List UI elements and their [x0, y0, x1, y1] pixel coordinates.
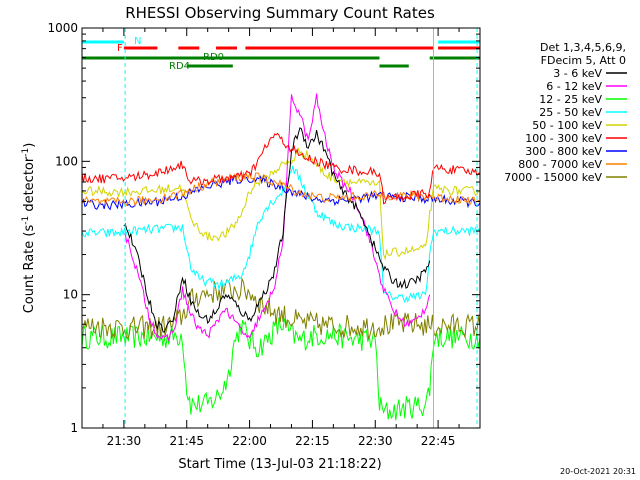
y-tick-label: 1000 [47, 21, 78, 35]
flag-rd4-label: RD4 [169, 61, 190, 72]
x-tick-label: 21:30 [107, 434, 142, 448]
flag-rd0-label: RD0 [203, 52, 224, 63]
ticks-layer: 21:30 21:45 22:00 22:15 22:30 22:45 1 10 100 1000 [47, 21, 481, 448]
x-tick-label: 22:30 [358, 434, 393, 448]
timestamp: 20-Oct-2021 20:31 [560, 467, 636, 476]
y-axis-label-sup: -1 [21, 216, 31, 225]
series-line [81, 147, 481, 261]
legend-label: 6 - 12 keV [546, 80, 602, 93]
x-tick-label: 21:45 [169, 434, 204, 448]
series-layer [81, 93, 481, 421]
flag-f-label: F [117, 43, 123, 54]
series-line [81, 317, 481, 421]
legend-label: 12 - 25 keV [539, 93, 602, 106]
y-axis-label-close: ) [22, 143, 37, 148]
series-line [81, 173, 481, 211]
series-line [81, 276, 481, 340]
y-axis-label: Count Rate (s-1 detector-1) [21, 143, 37, 314]
y-axis-label-main: Count Rate (s [22, 225, 37, 314]
legend-label: 3 - 6 keV [553, 67, 602, 80]
x-tick-label: 22:15 [295, 434, 330, 448]
y-axis-label-tail: detector [22, 156, 37, 216]
vlines-layer [124, 28, 478, 428]
x-tick-label: 22:00 [232, 434, 267, 448]
y-tick-label: 100 [55, 154, 78, 168]
legend-header: FDecim 5, Att 0 [541, 54, 626, 67]
chart-title: RHESSI Observing Summary Count Rates [125, 4, 435, 22]
legend-label: 300 - 800 keV [525, 145, 602, 158]
legend-header: Det 1,3,4,5,6,9, [540, 41, 626, 54]
plot-frame [81, 27, 481, 429]
legend-label: 25 - 50 keV [539, 106, 602, 119]
flags-layer: NF RD0 RD4 [82, 36, 480, 72]
y-tick-label: 10 [63, 288, 78, 302]
legend-label: 50 - 100 keV [532, 119, 602, 132]
series-line [123, 127, 431, 333]
series-line [81, 132, 481, 205]
legend-label: 800 - 7000 keV [518, 158, 602, 171]
legend-label: 100 - 300 keV [525, 132, 602, 145]
series-line [81, 165, 481, 304]
y-tick-label: 1 [70, 421, 78, 435]
y-axis-label-sup-2: -1 [21, 148, 31, 157]
flag-n-label: N [134, 36, 141, 47]
x-tick-label: 22:45 [421, 434, 456, 448]
x-axis-label: Start Time (13-Jul-03 21:18:22) [178, 457, 381, 472]
legend-label: 7000 - 15000 keV [504, 171, 602, 184]
series-line [81, 171, 481, 207]
series-line [123, 93, 431, 342]
legend: Det 1,3,4,5,6,9,FDecim 5, Att 03 - 6 keV… [504, 41, 627, 184]
